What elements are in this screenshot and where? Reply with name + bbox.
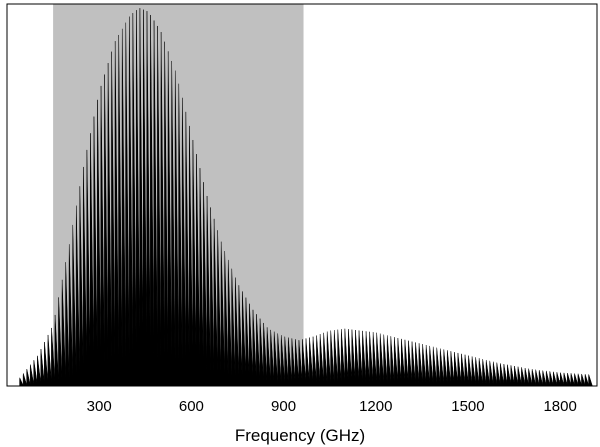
x-axis-tick-labels: 300 600 900 1200 1500 1800 — [87, 398, 577, 415]
x-tick-label: 1500 — [451, 398, 484, 415]
spectrum-comb — [19, 8, 593, 387]
x-tick-label: 900 — [271, 398, 296, 415]
x-tick-label: 300 — [87, 398, 112, 415]
x-tick-label: 1800 — [543, 398, 576, 415]
x-axis-label: Frequency (GHz) — [235, 426, 365, 445]
x-tick-label: 600 — [179, 398, 204, 415]
x-axis-ticks — [52, 380, 561, 386]
x-tick-label: 1200 — [359, 398, 392, 415]
plot-frame — [6, 3, 598, 387]
